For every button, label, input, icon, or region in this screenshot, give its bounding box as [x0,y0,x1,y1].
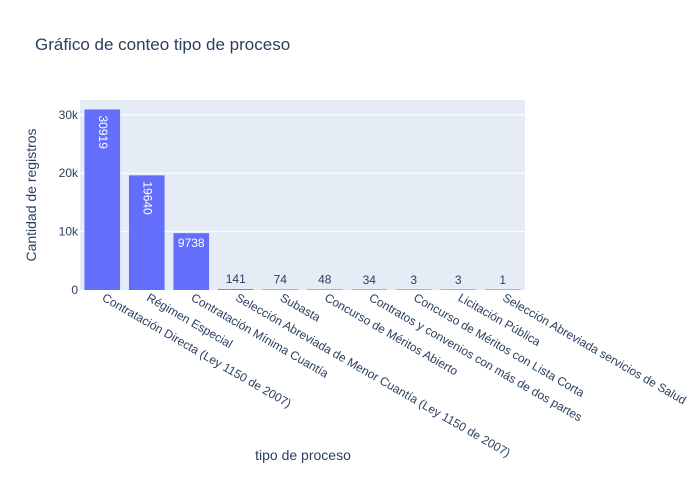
y-tick-label: 30k [59,108,79,122]
data-label: 74 [274,273,288,287]
bar [306,289,343,290]
y-tick-label: 10k [59,225,79,239]
bar [217,289,254,290]
data-label: 34 [363,273,377,287]
chart-title: Gráfico de conteo tipo de proceso [35,35,290,54]
data-label: 19640 [141,181,155,215]
x-tick-label: Concurso de Méritos con Lista Corta [411,290,587,400]
data-label: 141 [226,272,246,286]
bar [351,289,388,290]
data-label: 1 [499,273,506,287]
data-label: 3 [455,273,462,287]
x-axis-title: tipo de proceso [255,447,351,463]
data-label: 30919 [96,115,110,149]
data-label: 3 [410,273,417,287]
y-axis-ticks: 0 10k 20k 30k [59,108,79,297]
bar [128,175,165,290]
x-axis-ticks: Contratación Directa (Ley 1150 de 2007)R… [100,290,689,459]
bar [440,289,477,290]
y-tick-label: 0 [71,283,78,297]
bar [173,233,210,290]
bar [262,289,299,290]
bars [84,109,521,290]
bar [84,109,121,290]
y-axis-title: Cantidad de registros [23,128,39,261]
bar [484,289,521,290]
bar [395,289,432,290]
data-label: 48 [318,273,332,287]
data-label: 9738 [178,236,205,250]
data-labels: 30919 19640 9738 141 74 48 34 3 3 1 [96,115,506,286]
y-tick-label: 20k [59,166,79,180]
